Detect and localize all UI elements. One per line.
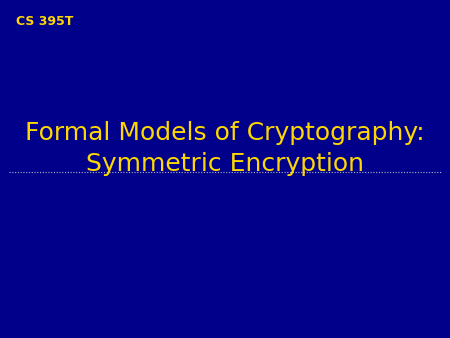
Text: CS 395T: CS 395T <box>16 15 73 28</box>
Text: Formal Models of Cryptography:
Symmetric Encryption: Formal Models of Cryptography: Symmetric… <box>25 121 425 176</box>
